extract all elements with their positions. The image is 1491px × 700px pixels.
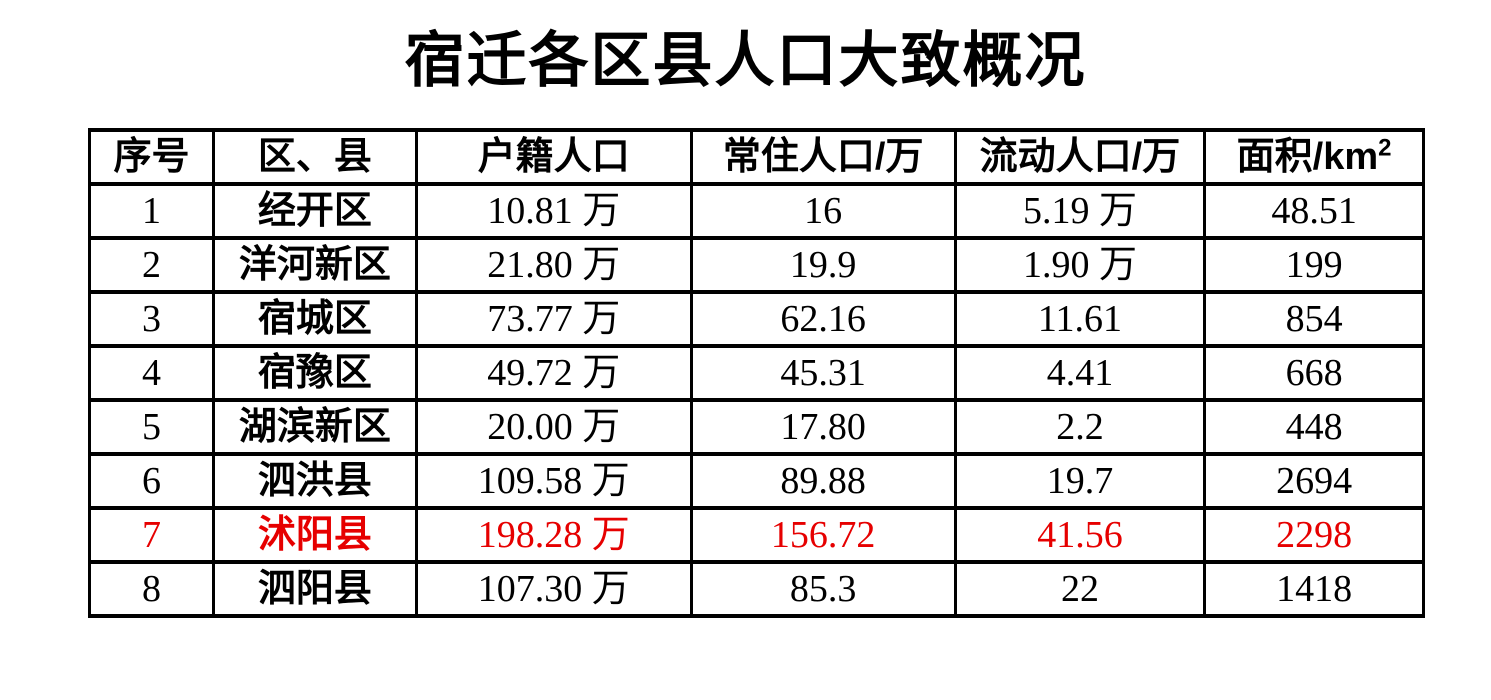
table-cell: 经开区 [212,182,418,240]
table-row-6: 6 泗洪县 109.58 万 89.88 19.7 2694 [87,452,1425,510]
table-cell: 199 [1203,236,1425,294]
table-cell: 49.72 万 [414,344,693,402]
table-cell: 泗洪县 [212,452,418,510]
column-header-2: 户籍人口 [414,128,693,186]
table-cell: 21.80 万 [414,236,693,294]
table-cell: 5 [87,398,216,456]
table-cell: 7 [87,506,216,564]
page-title: 宿迁各区县人口大致概况 [404,27,1087,94]
table-cell: 48.51 [1203,182,1425,240]
table-row-2: 2 洋河新区 21.80 万 19.9 1.90 万 199 [87,236,1425,294]
table-cell: 22 [953,560,1207,618]
table-cell: 20.00 万 [414,398,693,456]
table-cell: 宿城区 [212,290,418,348]
table-cell: 10.81 万 [414,182,693,240]
column-header-0: 序号 [87,128,216,186]
table-cell: 2694 [1203,452,1425,510]
table-cell: 2.2 [953,398,1207,456]
table-row-3: 3 宿城区 73.77 万 62.16 11.61 854 [87,290,1425,348]
table-cell: 41.56 [953,506,1207,564]
table-cell: 4.41 [953,344,1207,402]
table-row-7: 7 沭阳县 198.28 万 156.72 41.56 2298 [87,506,1425,564]
table-cell: 4 [87,344,216,402]
table-cell: 湖滨新区 [212,398,418,456]
table-body: 1 经开区 10.81 万 16 5.19 万 48.51 2 洋河新区 21.80 万 19.9… [87,182,1425,618]
table-row-4: 4 宿豫区 49.72 万 45.31 4.41 668 [87,344,1425,402]
table-cell: 45.31 [689,344,957,402]
table-header: 序号 区、县 户籍人口 常住人口/万 流动人口/万 面积/km2 [87,128,1425,186]
table-cell: 107.30 万 [414,560,693,618]
header-row: 序号 区、县 户籍人口 常住人口/万 流动人口/万 面积/km2 [87,128,1425,186]
table-row-1: 1 经开区 10.81 万 16 5.19 万 48.51 [87,182,1425,240]
table-cell: 沭阳县 [212,506,418,564]
table-cell: 85.3 [689,560,957,618]
table-cell: 6 [87,452,216,510]
table-cell: 198.28 万 [414,506,693,564]
column-header-5: 面积/km2 [1203,128,1425,186]
table-cell: 1.90 万 [953,236,1207,294]
table-cell: 1 [87,182,216,240]
table-cell: 19.7 [953,452,1207,510]
table-cell: 854 [1203,290,1425,348]
table-cell: 19.9 [689,236,957,294]
table-cell: 洋河新区 [212,236,418,294]
table-cell: 62.16 [689,290,957,348]
table-cell: 109.58 万 [414,452,693,510]
table-cell: 1418 [1203,560,1425,618]
table-cell: 448 [1203,398,1425,456]
table-cell: 3 [87,290,216,348]
superscript-2: 2 [1378,134,1392,162]
table-cell: 2298 [1203,506,1425,564]
table-cell: 16 [689,182,957,240]
table-cell: 泗阳县 [212,560,418,618]
table-cell: 73.77 万 [414,290,693,348]
table-row-5: 5 湖滨新区 20.00 万 17.80 2.2 448 [87,398,1425,456]
column-header-3: 常住人口/万 [689,128,957,186]
table-cell: 11.61 [953,290,1207,348]
column-header-1: 区、县 [212,128,418,186]
table-cell: 8 [87,560,216,618]
table-cell: 17.80 [689,398,957,456]
table-cell: 宿豫区 [212,344,418,402]
column-header-4: 流动人口/万 [953,128,1207,186]
table-row-8: 8 泗阳县 107.30 万 85.3 22 1418 [87,560,1425,618]
table-cell: 156.72 [689,506,957,564]
table-cell: 5.19 万 [953,182,1207,240]
table-cell: 668 [1203,344,1425,402]
table-cell: 2 [87,236,216,294]
table-cell: 89.88 [689,452,957,510]
